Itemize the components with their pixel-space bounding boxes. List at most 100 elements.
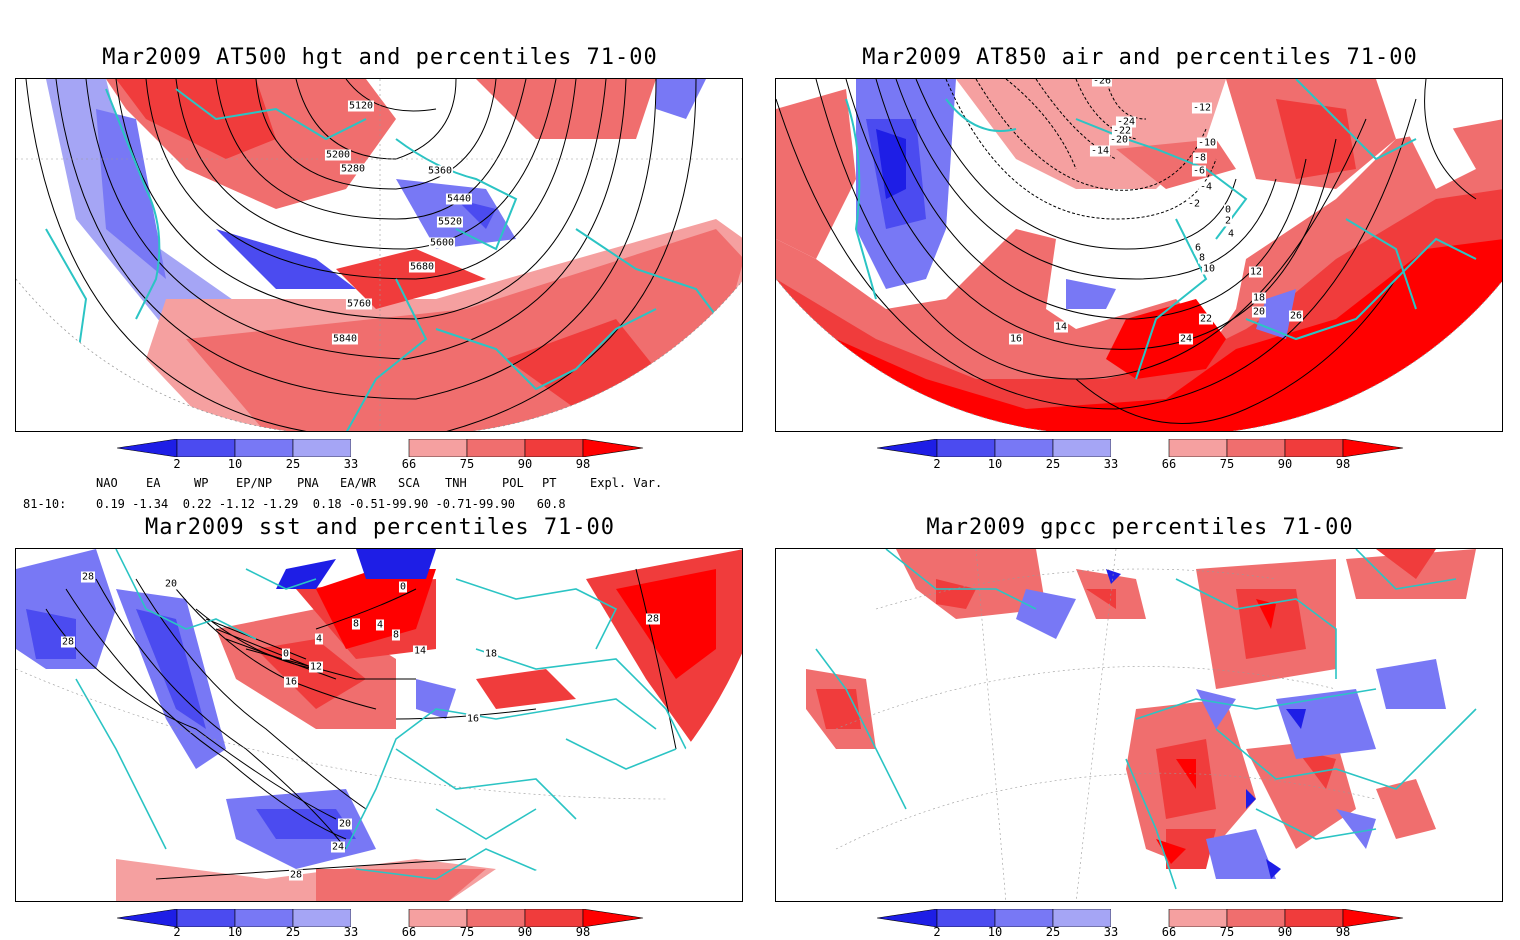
colorbar-svg — [876, 438, 1404, 458]
map-gpcc — [776, 549, 1502, 901]
colorbar-label: 33 — [1103, 457, 1119, 471]
colorbar-label: 66 — [1161, 925, 1177, 939]
map-hgt — [16, 79, 742, 431]
colorbar-label: 98 — [575, 925, 591, 939]
contour-label: 20 — [163, 578, 179, 590]
contour-label: 18 — [483, 648, 499, 660]
contour-label: 20 — [337, 818, 353, 830]
index-header: SCA — [398, 476, 420, 490]
colorbar-bottom-right: 2 10 25 33 66 75 90 98 — [876, 908, 1407, 939]
index-header: PT — [542, 476, 557, 490]
colorbar-label: 33 — [343, 457, 359, 471]
colorbar-label: 33 — [343, 925, 359, 939]
colorbar-label: 25 — [285, 457, 301, 471]
contour-label: -26 — [1091, 79, 1113, 87]
colorbar-label: 33 — [1103, 925, 1119, 939]
panel-title-air: Mar2009 AT850 air and percentiles 71-00 — [862, 45, 1418, 70]
indices-values: 0.19 -1.34 0.22 -1.12 -1.29 0.18 -0.51-9… — [96, 497, 566, 511]
index-header: WP — [194, 476, 209, 490]
colorbar-label: 2 — [173, 925, 181, 939]
map-panel-gpcc — [775, 548, 1503, 902]
contour-label: 6 — [1193, 242, 1203, 254]
colorbar-label: 2 — [933, 457, 941, 471]
colorbar-svg — [876, 908, 1404, 928]
index-header: Expl. Var. — [590, 476, 663, 490]
contour-label: 5360 — [426, 165, 454, 177]
contour-label: -10 — [1196, 137, 1218, 149]
colorbar-label: 10 — [227, 925, 243, 939]
colorbar-label: 90 — [1277, 925, 1293, 939]
colorbar-label: 10 — [227, 457, 243, 471]
colorbar-label: 98 — [1335, 925, 1351, 939]
index-header: NAO — [96, 476, 118, 490]
panel-title-gpcc: Mar2009 gpcc percentiles 71-00 — [926, 515, 1354, 540]
contour-label: -20 — [1108, 134, 1130, 146]
contour-label: 12 — [1248, 266, 1264, 278]
contour-label: 10 — [1201, 263, 1217, 275]
map-panel-hgt: 5120 5200 5280 5360 5440 5520 5600 5680 … — [15, 78, 743, 432]
colorbar-label: 75 — [459, 925, 475, 939]
colorbar-label: 90 — [1277, 457, 1293, 471]
colorbar-bottom-left: 2 10 25 33 66 75 90 98 — [116, 908, 647, 939]
contour-label: -2 — [1186, 198, 1202, 210]
colorbar-label: 10 — [987, 925, 1003, 939]
colorbar-label: 75 — [1219, 925, 1235, 939]
colorbar-label: 98 — [575, 457, 591, 471]
index-header: EA — [146, 476, 161, 490]
contour-label: 26 — [1288, 310, 1304, 322]
contour-label: 8 — [1197, 252, 1207, 264]
contour-label: 24 — [330, 841, 346, 853]
contour-label: 4 — [375, 619, 385, 631]
indices-row-label: 81-10: — [23, 497, 67, 511]
colorbar-label: 75 — [459, 457, 475, 471]
colorbar-label: 2 — [173, 457, 181, 471]
colorbar-label: 75 — [1219, 457, 1235, 471]
colorbar-label: 66 — [401, 457, 417, 471]
contour-label: 12 — [308, 661, 324, 673]
map-panel-air: -26 -24 -22 -20 -14 -12 -10 -8 -6 -4 -2 … — [775, 78, 1503, 432]
contour-label: 5600 — [428, 237, 456, 249]
contour-label: 5760 — [345, 298, 373, 310]
contour-label: 28 — [645, 613, 661, 625]
colorbar-svg — [116, 438, 644, 458]
index-header: EA/WR — [340, 476, 377, 490]
colorbar-label: 25 — [285, 925, 301, 939]
contour-label: 2 — [1223, 215, 1233, 227]
contour-label: 8 — [391, 629, 401, 641]
contour-label: 4 — [314, 633, 324, 645]
colorbar-label: 25 — [1045, 457, 1061, 471]
colorbar-label: 90 — [517, 925, 533, 939]
contour-label: 4 — [1226, 228, 1236, 240]
contour-label: 14 — [412, 645, 428, 657]
contour-label: -22 — [1111, 125, 1133, 137]
colorbar-label: 25 — [1045, 925, 1061, 939]
colorbar-label: 66 — [1161, 457, 1177, 471]
colorbar-svg — [116, 908, 644, 928]
contour-label: 5120 — [347, 100, 375, 112]
contour-label: 16 — [1008, 333, 1024, 345]
contour-label: 8 — [351, 618, 361, 630]
colorbar-label: 66 — [401, 925, 417, 939]
contour-label: 5280 — [339, 163, 367, 175]
contour-label: 28 — [60, 636, 76, 648]
contour-label: 14 — [1053, 321, 1069, 333]
contour-label: 28 — [80, 571, 96, 583]
colorbar-top-left: 2 10 25 33 66 75 90 98 — [116, 438, 647, 479]
contour-label: -4 — [1198, 181, 1214, 193]
contour-label: 5680 — [408, 261, 436, 273]
contour-label: 16 — [283, 676, 299, 688]
colorbar-label: 10 — [987, 457, 1003, 471]
contour-label: 24 — [1178, 333, 1194, 345]
index-header: PNA — [297, 476, 319, 490]
contour-label: -14 — [1089, 145, 1111, 157]
index-header: TNH — [445, 476, 467, 490]
index-header: POL — [502, 476, 524, 490]
map-air — [776, 79, 1502, 431]
contour-label: 5520 — [436, 216, 464, 228]
colorbar-label: 2 — [933, 925, 941, 939]
contour-label: 20 — [1251, 306, 1267, 318]
contour-label: 5200 — [324, 149, 352, 161]
contour-label: 0 — [398, 581, 408, 593]
panel-title-hgt: Mar2009 AT500 hgt and percentiles 71-00 — [102, 45, 658, 70]
colorbar-label: 98 — [1335, 457, 1351, 471]
